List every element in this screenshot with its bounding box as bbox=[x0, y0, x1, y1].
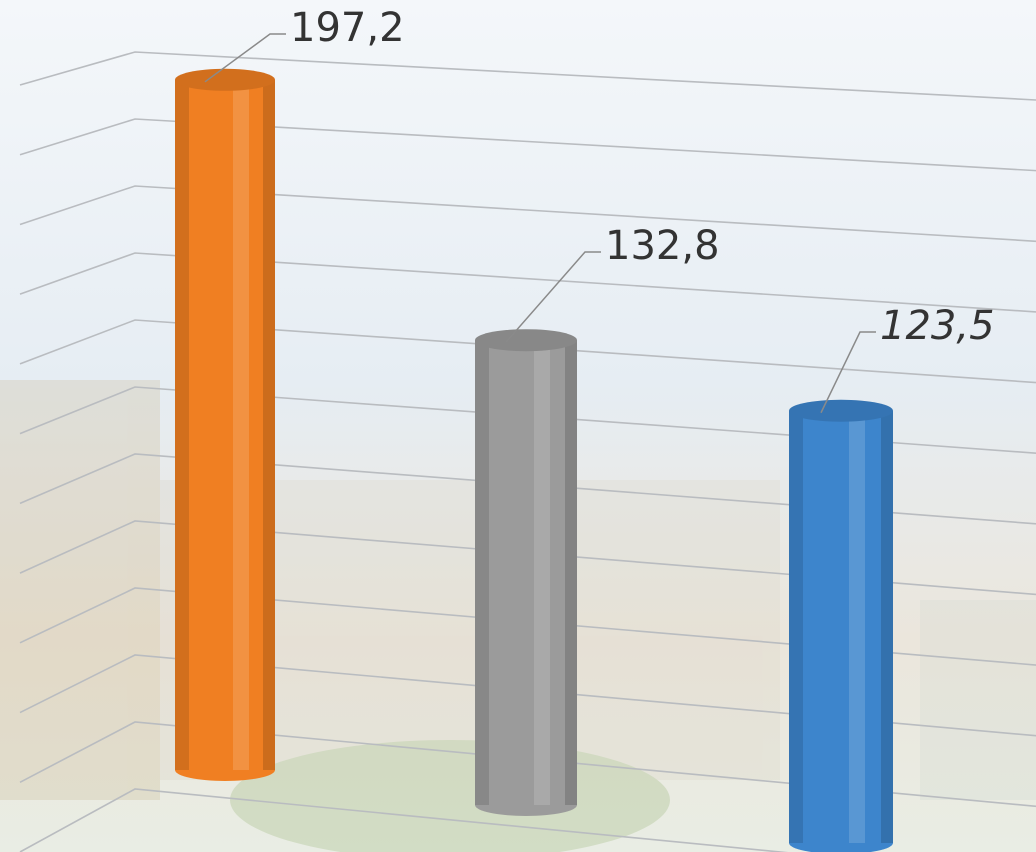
cylinder-shade-right bbox=[263, 80, 275, 770]
page: {"chart_data": {"type": "bar", "categori… bbox=[0, 0, 1036, 852]
cylinder-shade-left bbox=[475, 340, 489, 805]
chart: 197,2 132,8 123,5 bbox=[0, 0, 1036, 852]
cylinder-highlight bbox=[849, 411, 865, 843]
cylinder-shade-left bbox=[175, 80, 189, 770]
cylinder-highlight bbox=[534, 340, 550, 805]
cylinder-body bbox=[789, 411, 893, 852]
cylinder-body bbox=[475, 340, 577, 816]
cylinder-top-shade bbox=[789, 400, 893, 422]
cylinder-highlight bbox=[233, 80, 249, 770]
value-label: 123,5 bbox=[880, 303, 995, 349]
cylinder bbox=[175, 69, 275, 781]
cylinder-shade-left bbox=[789, 411, 803, 843]
cylinder bbox=[475, 329, 577, 816]
value-label: 197,2 bbox=[290, 5, 405, 51]
cylinder-shade-right bbox=[881, 411, 893, 843]
value-label: 132,8 bbox=[605, 223, 720, 269]
cylinder-top-shade bbox=[175, 69, 275, 91]
cylinder-body bbox=[175, 80, 275, 781]
cylinder-top-shade bbox=[475, 329, 577, 351]
cylinder-shade-right bbox=[565, 340, 577, 805]
cylinder bbox=[789, 400, 893, 852]
